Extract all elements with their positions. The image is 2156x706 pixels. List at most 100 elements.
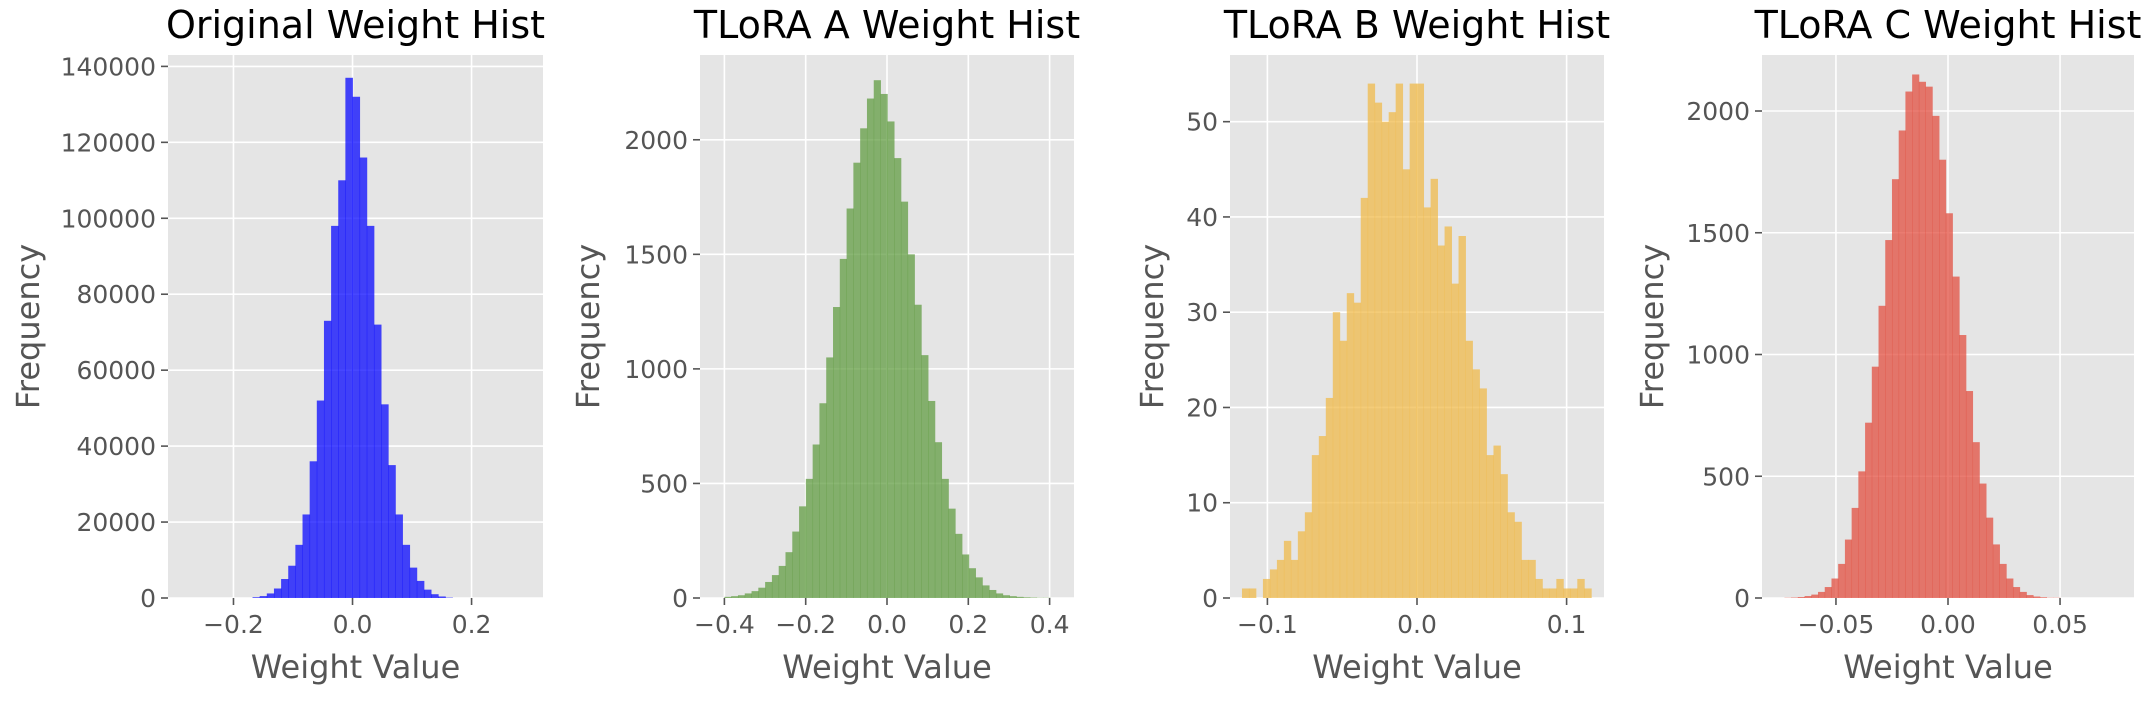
histogram-bar (873, 80, 881, 599)
y-tick-label: 500 (1702, 462, 1750, 491)
y-tick-label: 0 (1202, 584, 1218, 613)
histogram-bar (323, 320, 332, 598)
histogram-bar (1472, 369, 1480, 598)
histogram-bar (744, 593, 752, 598)
histogram-bar (1959, 335, 1967, 598)
histogram-bar (295, 544, 303, 598)
histogram-bar (900, 201, 909, 598)
histogram-bar (281, 579, 289, 598)
histogram-bar (1563, 588, 1571, 598)
histogram-bar (1871, 366, 1879, 598)
chart-title: TLoRA A Weight Hist (693, 3, 1080, 47)
histogram-bar (1945, 213, 1953, 598)
x-tick-label: 0.00 (1920, 610, 1976, 639)
x-tick-label: −0.4 (694, 610, 755, 639)
histogram-bar (1858, 471, 1866, 598)
x-axis-label: Weight Value (251, 648, 461, 686)
histogram-bar (805, 478, 814, 598)
histogram-bar (941, 478, 949, 598)
histogram-bar (381, 404, 389, 598)
histogram-bar (1486, 455, 1494, 598)
x-tick-label: −0.2 (775, 610, 836, 639)
histogram-bar (737, 595, 746, 598)
y-tick-label: 500 (640, 469, 688, 498)
x-tick-label: 0.2 (948, 610, 988, 639)
histogram-bar (1898, 130, 1906, 598)
histogram-bar (1416, 83, 1425, 598)
histogram-bar (778, 565, 786, 598)
x-axis-label: Weight Value (1312, 648, 1522, 686)
histogram-bar (1912, 74, 1920, 599)
y-tick-label: 120000 (61, 128, 156, 157)
histogram-bar (331, 225, 339, 598)
y-axis-label: Frequency (569, 244, 607, 409)
histogram-bar (352, 96, 361, 599)
y-tick-label: 1000 (1686, 341, 1750, 370)
histogram-bar (1570, 588, 1578, 598)
histogram-bar (266, 593, 275, 598)
histogram-bar (1023, 597, 1031, 598)
x-tick-label: −0.05 (1798, 610, 1875, 639)
histogram-bar (1402, 169, 1411, 598)
y-tick-label: 0 (140, 584, 156, 613)
histogram-bar (1891, 179, 1900, 599)
histogram-bar (1918, 81, 1926, 599)
histogram-bar (395, 514, 403, 598)
histogram-bar (373, 324, 382, 598)
histogram-bar (1430, 178, 1438, 598)
histogram-bar (1269, 569, 1278, 598)
y-tick-label: 1000 (624, 355, 688, 384)
histogram-bar (1818, 591, 1826, 598)
histogram-bar (1479, 388, 1487, 598)
histogram-bar (1528, 559, 1536, 598)
chart-title: Original Weight Hist (166, 3, 545, 47)
histogram-bar (839, 258, 847, 598)
histogram-bar (1458, 236, 1466, 598)
histogram-bar (853, 162, 861, 599)
histogram-bar (846, 208, 854, 598)
histogram-bar (894, 158, 902, 599)
histogram-bar (1360, 197, 1369, 599)
histogram-bar (907, 254, 915, 599)
histogram-bar (1811, 594, 1819, 598)
histogram-bar (771, 575, 780, 598)
histogram-bar (423, 589, 432, 598)
y-tick-label: 1500 (624, 240, 688, 269)
x-tick-label: −0.2 (203, 610, 264, 639)
histogram-bar (1549, 588, 1557, 598)
histogram-bar (819, 403, 827, 598)
y-tick-label: 40 (1186, 203, 1218, 232)
y-axis-label: Frequency (9, 244, 47, 409)
histogram-bar (438, 596, 446, 598)
histogram-bar (1584, 588, 1592, 598)
histogram-bar (2012, 587, 2021, 598)
histogram-bar (1318, 436, 1327, 598)
y-tick-label: 1500 (1686, 219, 1750, 248)
histogram-bar (1248, 588, 1257, 598)
histogram-bar (860, 128, 868, 598)
chart-panel-3: −0.1 0.0 0.1 0 10 20 30 40 50 TLoRA B Weight Hist… (1133, 3, 1610, 686)
histogram-bar (1844, 539, 1853, 598)
x-tick-label: 0.4 (1030, 610, 1070, 639)
histogram-bar (785, 552, 793, 598)
x-axis-label: Weight Value (782, 648, 992, 686)
y-tick-label: 2000 (624, 126, 688, 155)
histogram-bar (1514, 521, 1522, 598)
y-tick-label: 10 (1186, 489, 1218, 518)
histogram-bar (1388, 112, 1397, 598)
histogram-bar (1972, 442, 1980, 598)
histogram-bar (1262, 578, 1271, 598)
histogram-bar (1521, 559, 1529, 598)
histogram-bar (880, 93, 888, 598)
histogram-bar (968, 568, 976, 598)
y-tick-label: 0 (672, 584, 688, 613)
histogram-bar (995, 593, 1004, 598)
chart-panel-2: −0.4 −0.2 0.0 0.2 0.4 0 500 1000 1500 2000 TLoRA A… (569, 3, 1080, 686)
histogram-bar (1297, 531, 1306, 598)
histogram-bar (259, 596, 268, 598)
x-axis-label: Weight Value (1843, 648, 2053, 686)
chart-panel-1: −0.2 0.0 0.2 0 20000 40000 60000 80000 100000 120… (9, 3, 545, 686)
histogram-bar (1276, 559, 1285, 598)
histogram-bar (799, 506, 807, 598)
